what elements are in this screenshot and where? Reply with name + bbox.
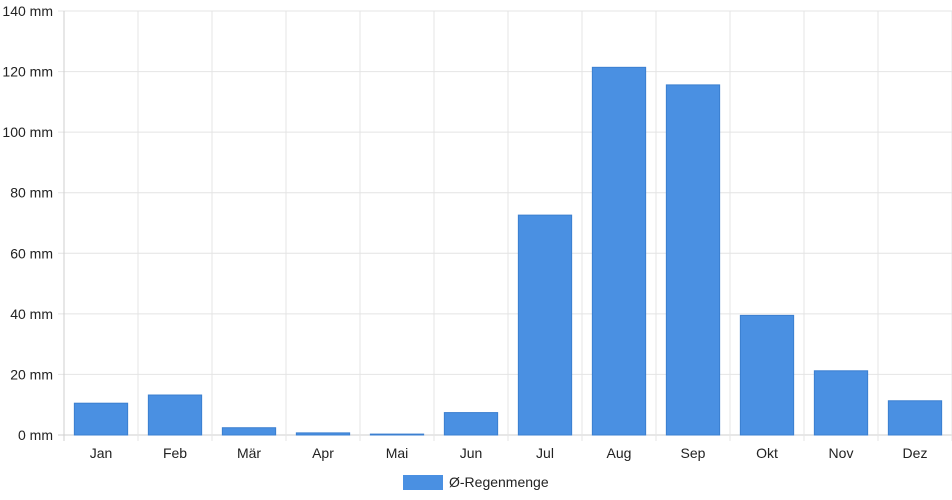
x-tick-label: Jul [536, 445, 554, 461]
y-tick-label: 40 mm [10, 306, 53, 322]
y-tick-label: 120 mm [2, 64, 53, 80]
bar-aug[interactable] [591, 66, 647, 436]
bar-sep[interactable] [665, 84, 721, 436]
x-tick-label: Jan [90, 445, 113, 461]
x-tick-label: Apr [312, 445, 334, 461]
y-tick-label: 80 mm [10, 185, 53, 201]
x-axis-ticks: Jan Feb Mär Apr Mai Jun Jul Aug Sep Okt Nov Dez [90, 445, 928, 461]
x-tick-label: Jun [460, 445, 483, 461]
bar-feb[interactable] [147, 394, 203, 436]
bar-jan[interactable] [73, 402, 129, 436]
y-tick-label: 0 mm [18, 427, 53, 443]
bar-nov[interactable] [813, 370, 869, 436]
bar-mai[interactable] [369, 433, 425, 436]
chart-legend[interactable]: Ø-Regenmenge [403, 474, 549, 490]
x-tick-label: Sep [681, 445, 706, 461]
bar-dez[interactable] [887, 400, 943, 436]
legend-label: Ø-Regenmenge [449, 474, 549, 490]
x-tick-label: Mai [386, 445, 409, 461]
bar-jul[interactable] [517, 214, 573, 436]
y-tick-label: 20 mm [10, 366, 53, 382]
y-axis-ticks: 0 mm 20 mm 40 mm 60 mm 80 mm 100 mm 120 mm 140 … [2, 3, 53, 443]
x-tick-label: Aug [607, 445, 632, 461]
bar-apr[interactable] [295, 432, 351, 436]
y-tick-label: 60 mm [10, 245, 53, 261]
x-tick-label: Mär [237, 445, 261, 461]
chart-bars [73, 66, 943, 436]
bar-mär[interactable] [221, 427, 277, 436]
chart-grid [58, 10, 952, 441]
y-tick-label: 100 mm [2, 124, 53, 140]
bar-okt[interactable] [739, 314, 795, 436]
y-tick-label: 140 mm [2, 3, 53, 19]
x-tick-label: Dez [903, 445, 928, 461]
x-tick-label: Feb [163, 445, 187, 461]
x-tick-label: Nov [829, 445, 854, 461]
bar-jun[interactable] [443, 412, 499, 436]
legend-swatch [403, 475, 443, 490]
x-tick-label: Okt [756, 445, 778, 461]
